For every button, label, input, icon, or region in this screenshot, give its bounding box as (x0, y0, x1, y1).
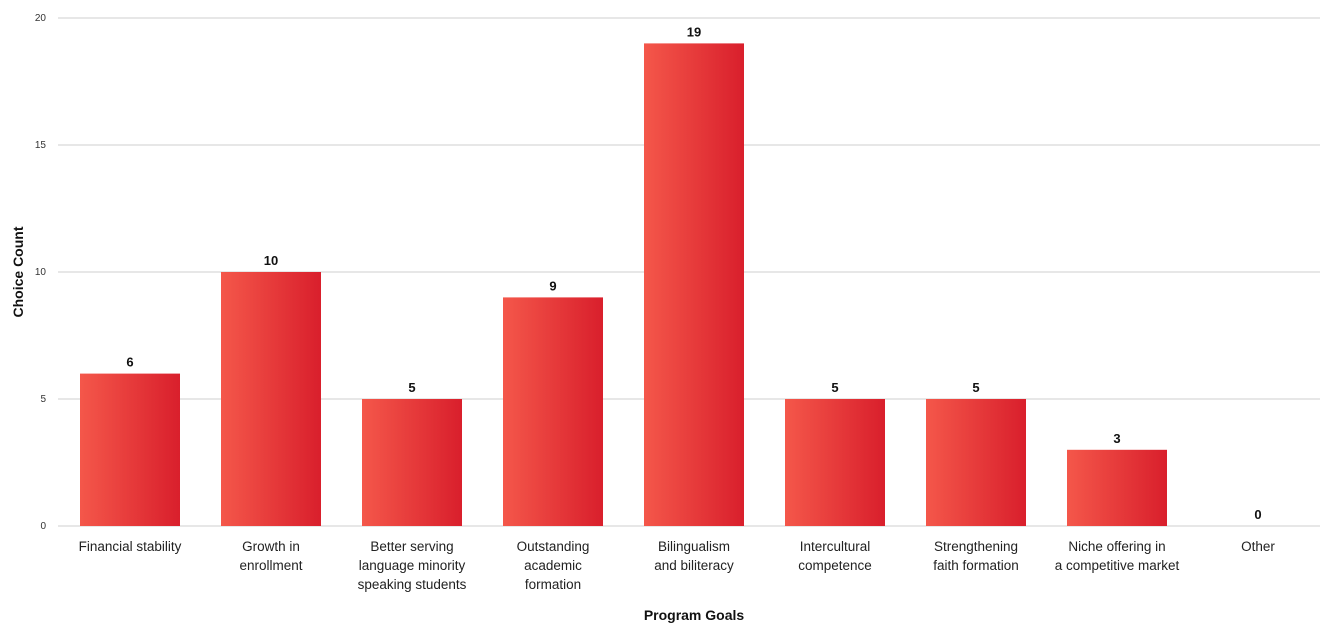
x-tick-label-line: and biliteracy (654, 558, 734, 573)
x-tick-label-line: Outstanding (517, 539, 590, 554)
x-tick-label-line: formation (525, 577, 581, 592)
x-tick-label-line: Intercultural (800, 539, 871, 554)
bar (926, 399, 1026, 526)
bar-value-label: 19 (687, 24, 701, 39)
x-tick-label: Financial stability (79, 539, 182, 554)
x-tick-label-line: language minority (359, 558, 466, 573)
y-tick-label: 0 (40, 521, 46, 532)
x-tick-label: Growth in enrollment (239, 539, 302, 573)
x-tick-label: Outstanding academic formation (517, 539, 590, 592)
bar (80, 373, 180, 526)
x-tick-label-line: speaking students (358, 577, 467, 592)
bar (362, 399, 462, 526)
bar-value-label: 5 (831, 380, 838, 395)
bar-value-label: 0 (1254, 507, 1261, 522)
x-tick-label-line: Strengthening (934, 539, 1018, 554)
x-tick-label-line: Financial stability (79, 539, 182, 554)
x-tick-label-line: competence (798, 558, 872, 573)
bar-value-label: 6 (126, 355, 133, 370)
x-tick-label: Strengthening faith formation (933, 539, 1019, 573)
bars (80, 43, 1167, 527)
x-tick-label: Other (1241, 539, 1275, 554)
x-tick-label: Better serving language minority speaking … (358, 539, 467, 592)
bar-value-label: 5 (408, 380, 415, 395)
bar (221, 272, 321, 526)
x-tick-label-line: Niche offering in (1068, 539, 1165, 554)
bar-value-label: 5 (972, 380, 979, 395)
y-tick-label: 15 (35, 140, 47, 151)
y-tick-label: 5 (40, 394, 46, 405)
x-axis-title: Program Goals (644, 607, 745, 623)
x-tick-label-line: Bilingualism (658, 539, 730, 554)
bar-value-label: 3 (1113, 431, 1120, 446)
x-tick-label-line: Better serving (370, 539, 453, 554)
x-tick-label-line: faith formation (933, 558, 1019, 573)
x-tick-label-line: a competitive market (1055, 558, 1180, 573)
bar (503, 297, 603, 526)
y-axis-title: Choice Count (10, 226, 26, 317)
x-tick-label-line: Growth in (242, 539, 300, 554)
x-tick-label: Intercultural competence (798, 539, 872, 573)
x-tick-label: Bilingualism and biliteracy (654, 539, 734, 573)
x-tick-label-line: academic (524, 558, 582, 573)
x-tick-label-line: enrollment (239, 558, 302, 573)
y-tick-label: 20 (35, 13, 47, 24)
y-tick-label: 10 (35, 267, 47, 278)
bar-value-label: 10 (264, 253, 278, 268)
bar-value-label: 9 (549, 278, 556, 293)
bar (1067, 449, 1167, 526)
x-tick-label: Niche offering in a competitive market (1055, 539, 1180, 573)
labels: 0 5 10 15 20 6 Financial stability 10 Growth in e… (35, 13, 1276, 592)
bar (785, 399, 885, 526)
bar (644, 43, 744, 527)
x-tick-label-line: Other (1241, 539, 1275, 554)
